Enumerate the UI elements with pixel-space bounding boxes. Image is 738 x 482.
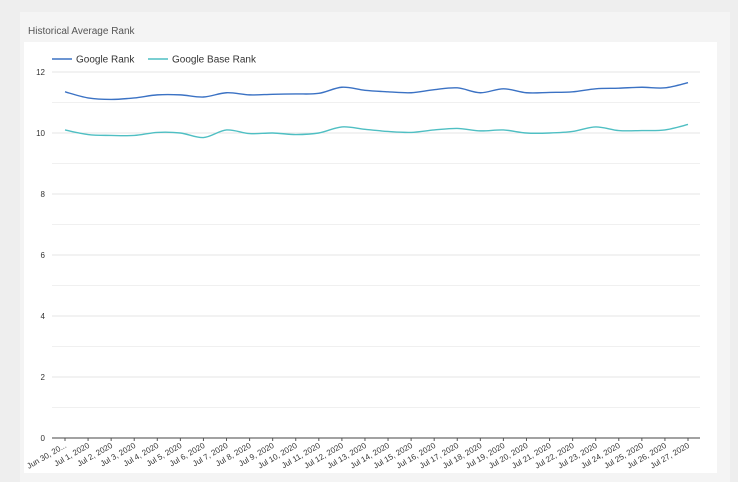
y-tick-label: 6	[41, 251, 46, 260]
gridlines	[52, 71, 700, 439]
y-tick-label: 12	[36, 68, 45, 77]
y-tick-label: 8	[41, 190, 46, 199]
legend: Google Rank Google Base Rank	[52, 55, 257, 66]
y-axis: 0 2 4 6 8 10 12	[36, 68, 45, 443]
legend-label: Google Base Rank	[172, 55, 257, 66]
y-tick-label: 2	[41, 373, 46, 382]
series-lines	[64, 81, 689, 139]
series-line-2	[64, 123, 689, 139]
y-tick-label: 10	[36, 129, 45, 138]
series-line-1	[64, 81, 689, 101]
y-tick-label: 4	[41, 312, 46, 321]
legend-label: Google Rank	[76, 55, 135, 66]
chart-panel	[24, 42, 717, 473]
chart-title: Historical Average Rank	[28, 26, 135, 37]
y-tick-label: 0	[41, 434, 46, 443]
